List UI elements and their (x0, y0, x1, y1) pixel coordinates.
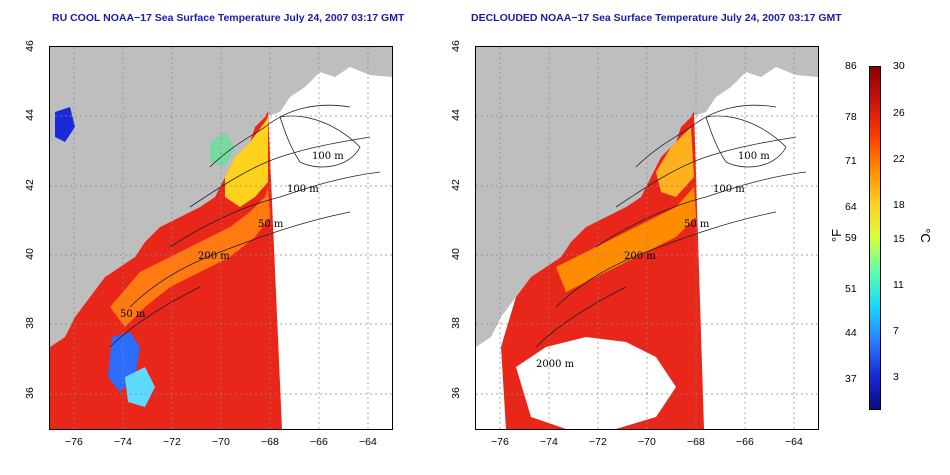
fahrenheit-tick: 44 (845, 327, 857, 339)
depth-label: 200 m (198, 251, 230, 262)
celsius-unit-label: °C (917, 228, 933, 243)
left-map-svg: 100 m 100 m 50 m 200 m 50 m (50, 47, 392, 429)
bathymetry-contours (109, 104, 381, 348)
sst-yellow-patch (656, 127, 694, 197)
x-tick-label: −68 (261, 436, 279, 448)
x-tick-label: −70 (638, 436, 656, 448)
graticule (476, 47, 818, 429)
depth-label: 100 m (312, 151, 344, 162)
sst-cyan-patch (125, 367, 155, 407)
y-tick-label: 44 (449, 109, 462, 121)
x-tick-label: −72 (589, 436, 607, 448)
y-tick-label: 44 (23, 109, 36, 121)
y-tick-label: 46 (23, 40, 36, 52)
y-tick-label: 42 (449, 179, 462, 191)
left-panel-title: RU COOL NOAA−17 Sea Surface Temperature … (52, 12, 405, 24)
fahrenheit-unit-label: °F (829, 228, 845, 243)
x-tick-label: −66 (310, 436, 328, 448)
y-tick-label: 36 (23, 387, 36, 399)
bathymetry-contours (535, 104, 807, 348)
sst-gap-white (516, 337, 676, 429)
right-map-panel: 100 m 100 m 50 m 200 m 2000 m (475, 46, 819, 430)
depth-label: 100 m (713, 184, 745, 195)
land-mass (476, 47, 818, 347)
x-tick-label: −68 (687, 436, 705, 448)
depth-label: 100 m (287, 184, 319, 195)
x-tick-label: −74 (540, 436, 558, 448)
right-panel-title: DECLOUDED NOAA−17 Sea Surface Temperatur… (471, 12, 842, 24)
fahrenheit-tick: 51 (845, 283, 857, 295)
land-mass (50, 47, 392, 347)
x-tick-label: −64 (785, 436, 803, 448)
celsius-tick: 30 (893, 60, 905, 72)
celsius-tick: 26 (893, 107, 905, 119)
depth-label: 100 m (738, 151, 770, 162)
fahrenheit-tick: 78 (845, 111, 857, 123)
fahrenheit-tick: 86 (845, 60, 857, 72)
celsius-tick: 7 (893, 325, 899, 337)
fahrenheit-tick: 59 (845, 232, 857, 244)
celsius-tick: 3 (893, 371, 899, 383)
celsius-tick: 11 (893, 279, 904, 291)
x-tick-label: −72 (163, 436, 181, 448)
left-map-panel: 100 m 100 m 50 m 200 m 50 m (49, 46, 393, 430)
graticule (50, 47, 392, 429)
x-tick-label: −76 (491, 436, 509, 448)
y-tick-label: 38 (449, 317, 462, 329)
y-tick-label: 36 (449, 387, 462, 399)
sst-orange-band (110, 187, 270, 327)
x-tick-label: −64 (359, 436, 377, 448)
y-tick-label: 42 (23, 179, 36, 191)
x-tick-label: −76 (65, 436, 83, 448)
celsius-tick: 15 (893, 233, 905, 245)
y-tick-label: 38 (23, 317, 36, 329)
depth-label: 200 m (624, 251, 656, 262)
x-tick-label: −70 (212, 436, 230, 448)
fahrenheit-tick: 37 (845, 373, 857, 385)
sst-yellow-patch (225, 117, 268, 207)
x-tick-label: −74 (114, 436, 132, 448)
fahrenheit-tick: 64 (845, 201, 857, 213)
y-tick-label: 40 (23, 248, 36, 260)
celsius-tick: 18 (893, 199, 905, 211)
right-map-svg: 100 m 100 m 50 m 200 m 2000 m (476, 47, 818, 429)
depth-label: 2000 m (536, 359, 575, 370)
fahrenheit-tick: 71 (845, 155, 857, 167)
y-tick-label: 40 (449, 248, 462, 260)
sst-orange-band (556, 187, 696, 292)
y-tick-label: 46 (449, 40, 462, 52)
celsius-tick: 22 (893, 153, 905, 165)
depth-label: 50 m (684, 219, 710, 230)
colorbar (869, 66, 881, 410)
depth-label: 50 m (120, 309, 146, 320)
x-tick-label: −66 (736, 436, 754, 448)
sst-green-patch (210, 132, 235, 167)
depth-label: 50 m (258, 219, 284, 230)
